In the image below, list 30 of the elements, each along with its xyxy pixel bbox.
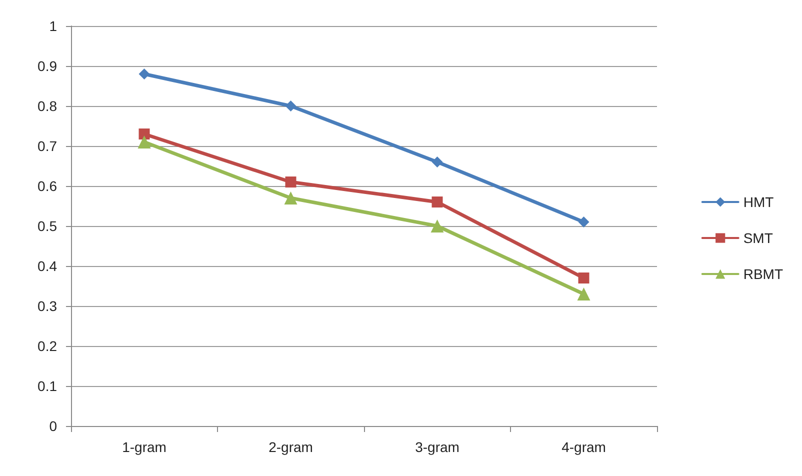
point — [138, 128, 150, 140]
x-tick-label: 2-gram — [268, 439, 313, 455]
legend-label: RBMT — [743, 266, 784, 282]
point — [285, 100, 296, 112]
point — [430, 220, 444, 232]
point — [432, 156, 443, 168]
legend-label: SMT — [743, 230, 774, 246]
y-tick-label: 0.5 — [38, 218, 58, 234]
y-tick-label: 0 — [49, 418, 58, 434]
y-tick-label: 0.3 — [38, 298, 58, 314]
y-tick-label: 0.2 — [38, 338, 58, 354]
point — [138, 68, 150, 80]
x-tick-label: 3-gram — [415, 439, 460, 455]
point — [138, 136, 151, 148]
y-tick-label: 0.6 — [38, 178, 58, 194]
y-tick-label: 0.7 — [38, 138, 58, 154]
legend-label: HMT — [743, 194, 774, 210]
y-tick-label: 0.9 — [38, 58, 58, 74]
y-tick-label: 0.1 — [38, 378, 58, 394]
y-tick-label: 1 — [49, 18, 58, 34]
y-tick-label: 0.4 — [38, 258, 58, 274]
y-tick-label: 0.8 — [38, 98, 58, 114]
point — [577, 288, 590, 300]
point — [285, 176, 296, 188]
point — [284, 192, 298, 204]
point — [578, 272, 590, 284]
point — [578, 216, 590, 228]
point — [432, 196, 443, 208]
x-tick-label: 4-gram — [562, 439, 606, 455]
x-tick-label: 1-gram — [122, 439, 166, 455]
